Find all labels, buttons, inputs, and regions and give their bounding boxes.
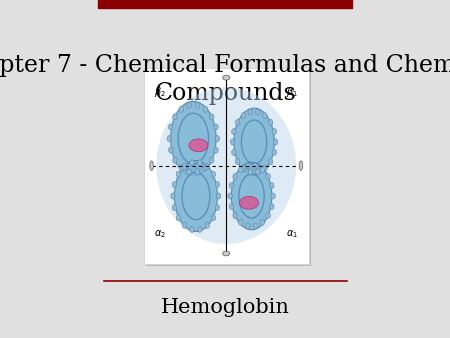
Circle shape xyxy=(241,113,246,119)
Circle shape xyxy=(235,119,240,125)
Circle shape xyxy=(171,193,176,199)
Circle shape xyxy=(235,159,240,165)
Circle shape xyxy=(263,113,267,119)
Circle shape xyxy=(229,203,234,210)
Circle shape xyxy=(214,124,218,130)
Circle shape xyxy=(172,182,177,188)
Circle shape xyxy=(179,165,184,171)
Circle shape xyxy=(205,222,210,228)
Ellipse shape xyxy=(150,161,153,170)
Ellipse shape xyxy=(239,196,259,209)
Circle shape xyxy=(268,119,273,125)
Circle shape xyxy=(263,165,267,171)
Ellipse shape xyxy=(175,161,217,232)
Ellipse shape xyxy=(156,87,296,244)
Circle shape xyxy=(270,203,274,210)
Circle shape xyxy=(238,219,243,225)
Ellipse shape xyxy=(234,108,274,176)
Circle shape xyxy=(272,149,277,155)
Circle shape xyxy=(210,157,214,163)
Circle shape xyxy=(198,160,202,166)
Ellipse shape xyxy=(299,161,303,170)
Circle shape xyxy=(198,226,202,232)
Circle shape xyxy=(168,147,173,153)
Circle shape xyxy=(246,223,250,229)
Circle shape xyxy=(176,171,181,177)
Text: $\beta_1$: $\beta_1$ xyxy=(286,84,297,98)
Circle shape xyxy=(173,114,177,120)
Circle shape xyxy=(241,165,246,171)
Circle shape xyxy=(203,165,207,171)
Circle shape xyxy=(203,106,207,112)
Circle shape xyxy=(167,136,171,142)
Circle shape xyxy=(248,109,252,115)
Text: Chapter 7 - Chemical Formulas and Chemical
Compounds: Chapter 7 - Chemical Formulas and Chemic… xyxy=(0,54,450,105)
Bar xyxy=(99,0,351,8)
Circle shape xyxy=(256,109,260,115)
Circle shape xyxy=(266,173,270,179)
Circle shape xyxy=(211,171,216,177)
Text: Hemoglobin: Hemoglobin xyxy=(161,298,289,317)
Circle shape xyxy=(187,169,191,175)
Circle shape xyxy=(215,182,220,188)
Circle shape xyxy=(173,157,177,163)
Ellipse shape xyxy=(171,101,216,176)
Circle shape xyxy=(189,160,194,166)
Circle shape xyxy=(248,169,252,175)
Circle shape xyxy=(273,139,278,145)
Circle shape xyxy=(268,159,273,165)
Circle shape xyxy=(211,215,216,221)
Circle shape xyxy=(172,204,177,211)
Circle shape xyxy=(195,102,200,108)
Circle shape xyxy=(210,114,214,120)
Circle shape xyxy=(205,164,210,170)
Circle shape xyxy=(266,213,270,219)
Circle shape xyxy=(260,167,265,173)
Ellipse shape xyxy=(223,251,230,256)
Circle shape xyxy=(187,102,191,108)
Circle shape xyxy=(256,169,260,175)
Circle shape xyxy=(179,106,184,112)
Circle shape xyxy=(215,136,220,142)
Circle shape xyxy=(246,163,250,169)
Ellipse shape xyxy=(231,162,272,230)
Text: $\alpha_2$: $\alpha_2$ xyxy=(154,228,166,240)
Bar xyxy=(146,70,310,266)
Ellipse shape xyxy=(223,75,230,80)
Circle shape xyxy=(232,149,236,155)
Circle shape xyxy=(260,219,265,225)
Circle shape xyxy=(253,223,257,229)
Circle shape xyxy=(253,163,257,169)
Circle shape xyxy=(272,128,277,135)
Circle shape xyxy=(215,204,220,211)
Circle shape xyxy=(189,226,194,232)
Text: $\alpha_1$: $\alpha_1$ xyxy=(286,228,298,240)
Circle shape xyxy=(238,167,243,173)
Circle shape xyxy=(229,183,234,189)
Text: $\beta_2$: $\beta_2$ xyxy=(154,84,166,98)
Ellipse shape xyxy=(189,139,208,152)
Bar xyxy=(144,68,309,264)
Circle shape xyxy=(182,222,187,228)
Circle shape xyxy=(168,124,173,130)
Circle shape xyxy=(233,173,237,179)
Circle shape xyxy=(182,164,187,170)
Circle shape xyxy=(270,183,274,189)
Circle shape xyxy=(230,139,235,145)
Circle shape xyxy=(271,193,275,199)
Circle shape xyxy=(216,193,221,199)
Circle shape xyxy=(232,128,236,135)
Circle shape xyxy=(176,215,181,221)
Circle shape xyxy=(214,147,218,153)
Circle shape xyxy=(228,193,232,199)
Circle shape xyxy=(195,169,200,175)
Circle shape xyxy=(233,213,237,219)
